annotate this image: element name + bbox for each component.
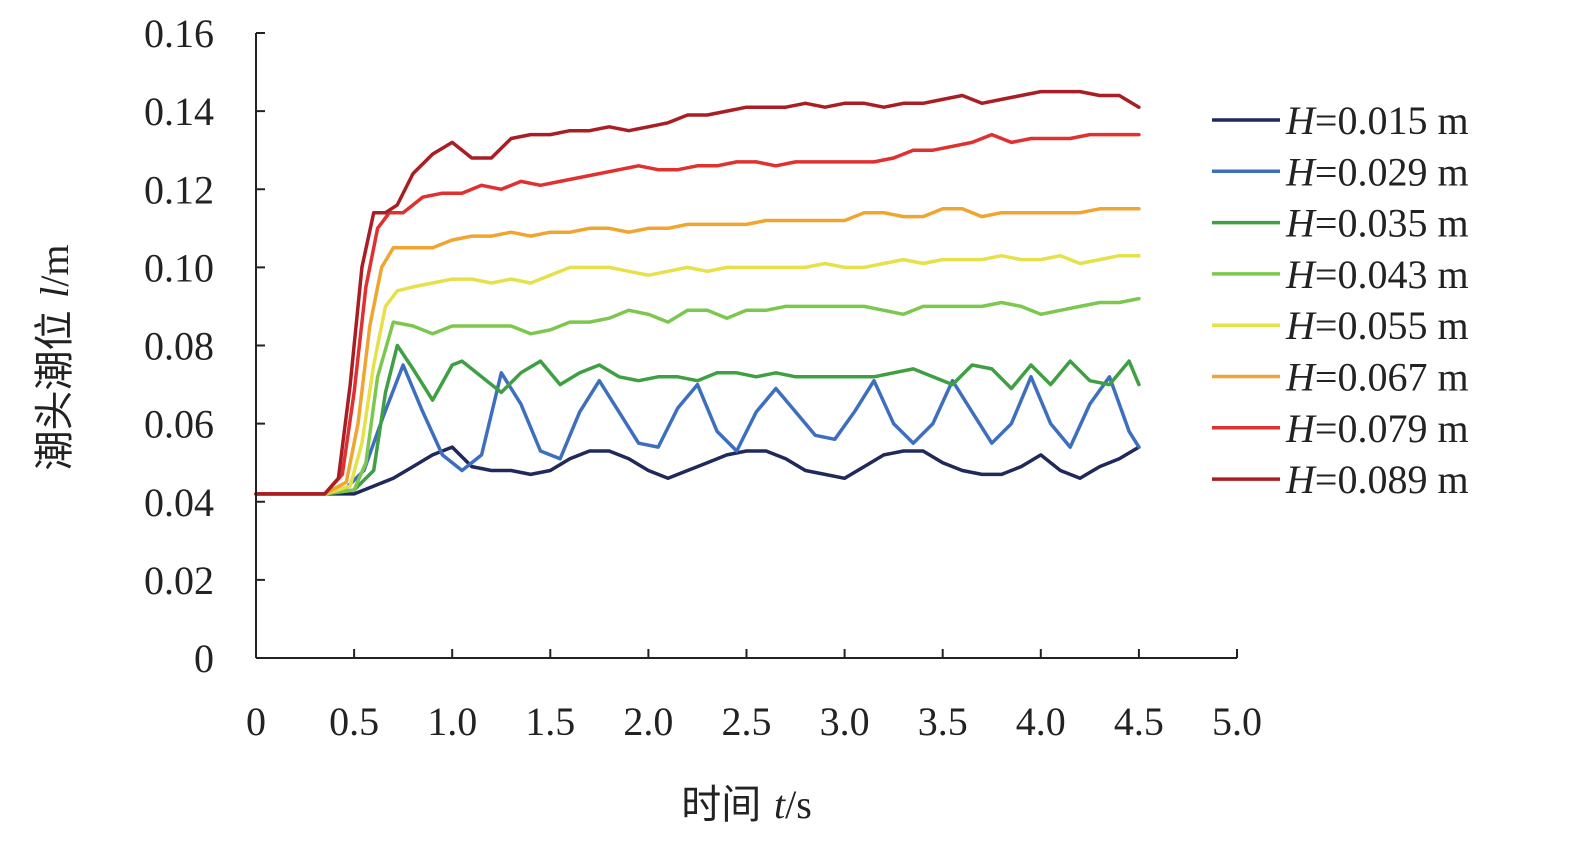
y-tick-label: 0.14 — [144, 89, 214, 134]
x-tick-label: 0.5 — [329, 699, 379, 744]
legend-item: H=0.067 m — [1212, 355, 1469, 400]
x-tick-label: 2.5 — [722, 699, 772, 744]
legend-item: H=0.079 m — [1212, 406, 1469, 451]
legend-label: H=0.089 m — [1285, 457, 1469, 502]
x-tick-label: 1.0 — [427, 699, 477, 744]
series-line-7 — [254, 132, 1141, 496]
legend-item: H=0.035 m — [1212, 201, 1469, 246]
series-line-2 — [254, 363, 1141, 496]
legend-label: H=0.029 m — [1285, 149, 1469, 194]
x-tick-label: 5.0 — [1212, 699, 1262, 744]
x-axis-ticks: 0 0.5 1.0 1.5 2.0 2.5 3.0 3.5 4.0 4.5 5.0 — [246, 649, 1262, 744]
series-line-3 — [254, 343, 1141, 496]
y-tick-label: 0.16 — [144, 11, 214, 56]
legend-label: H=0.035 m — [1285, 201, 1469, 246]
legend-label: H=0.043 m — [1285, 252, 1469, 297]
legend-item: H=0.089 m — [1212, 457, 1469, 502]
legend-label: H=0.015 m — [1285, 98, 1469, 143]
y-tick-label: 0.12 — [144, 167, 214, 212]
series-line-5 — [254, 253, 1141, 496]
plot-area — [254, 89, 1141, 496]
y-tick-label: 0.04 — [144, 480, 214, 525]
x-tick-label: 4.0 — [1016, 699, 1066, 744]
y-axis-ticks: 0 0.02 0.04 0.06 0.08 0.10 0.12 0.14 0.16 — [144, 11, 265, 681]
legend-label: H=0.055 m — [1285, 303, 1469, 348]
series-line-4 — [254, 296, 1141, 496]
series-line-6 — [254, 207, 1141, 496]
x-tick-label: 3.5 — [918, 699, 968, 744]
legend-item: H=0.043 m — [1212, 252, 1469, 297]
x-tick-label: 3.0 — [820, 699, 870, 744]
axes — [255, 33, 1237, 659]
legend-item: H=0.015 m — [1212, 98, 1469, 143]
series-line-1 — [254, 445, 1141, 496]
x-tick-label: 4.5 — [1114, 699, 1164, 744]
legend-label: H=0.079 m — [1285, 406, 1469, 451]
y-axis-title: 潮头潮位 l/m — [32, 244, 78, 470]
series-line-8 — [254, 89, 1141, 496]
x-tick-label: 1.5 — [525, 699, 575, 744]
y-tick-label: 0.08 — [144, 324, 214, 369]
x-axis-title: 时间 t/s — [681, 782, 812, 828]
y-tick-label: 0 — [194, 636, 214, 681]
y-tick-label: 0.10 — [144, 245, 214, 290]
x-tick-label: 0 — [246, 699, 266, 744]
y-tick-label: 0.02 — [144, 558, 214, 603]
legend-label: H=0.067 m — [1285, 355, 1469, 400]
y-tick-label: 0.06 — [144, 402, 214, 447]
legend: H=0.015 m H=0.029 m H=0.035 m H=0.043 m H=0.… — [1212, 98, 1469, 502]
x-tick-label: 2.0 — [623, 699, 673, 744]
legend-item: H=0.055 m — [1212, 303, 1469, 348]
legend-item: H=0.029 m — [1212, 149, 1469, 194]
